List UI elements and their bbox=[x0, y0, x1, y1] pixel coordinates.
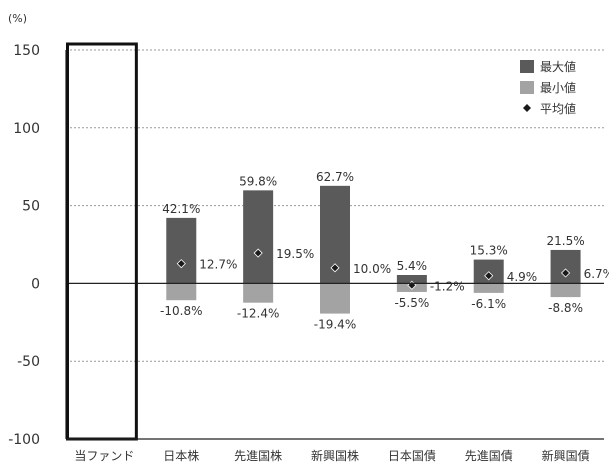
data-label-max: 59.8% bbox=[239, 174, 277, 188]
data-label-max: 62.7% bbox=[316, 170, 354, 184]
bar-min bbox=[243, 283, 274, 303]
y-tick-label: 50 bbox=[22, 199, 40, 215]
y-tick-label: -50 bbox=[17, 354, 40, 370]
legend-label-avg: 平均値 bbox=[540, 101, 576, 116]
data-label-avg: 4.9% bbox=[507, 270, 538, 284]
data-label-min: -19.4% bbox=[314, 318, 356, 332]
data-label-avg: -1.2% bbox=[430, 279, 465, 293]
data-label-avg: 19.5% bbox=[276, 247, 314, 261]
x-category-label: 日本株 bbox=[163, 448, 199, 463]
avg-marker bbox=[484, 271, 494, 281]
data-label-avg: 10.0% bbox=[353, 262, 391, 276]
avg-marker bbox=[330, 263, 340, 273]
x-category-label: 新興国債 bbox=[542, 448, 590, 463]
fund-highlight-rect bbox=[66, 42, 138, 441]
fund-highlight-box bbox=[66, 42, 138, 441]
x-category-label: 新興国株 bbox=[311, 448, 359, 463]
bar-max bbox=[166, 217, 197, 284]
data-label-min: -12.4% bbox=[237, 307, 279, 321]
data-label-max: 5.4% bbox=[397, 259, 428, 273]
legend-marker-avg bbox=[523, 104, 531, 112]
bar-min bbox=[320, 283, 350, 314]
data-label-avg: 6.7% bbox=[584, 267, 609, 281]
legend-swatch-max bbox=[520, 60, 534, 73]
y-axis: 150 100 50 0 -50 -100 bbox=[8, 43, 67, 448]
bar-max bbox=[396, 274, 427, 284]
data-label-avg: 12.7% bbox=[199, 258, 237, 272]
bars: 42.1% -10.8% 12.7% 59.8% -12.4% 19.5% 62.7% -19… bbox=[66, 170, 609, 332]
data-label-min: -5.5% bbox=[394, 296, 429, 310]
avg-marker bbox=[561, 268, 571, 278]
y-tick-label: -100 bbox=[8, 432, 40, 448]
data-label-min: -8.8% bbox=[548, 301, 583, 315]
avg-marker bbox=[253, 248, 263, 258]
legend-label-max: 最大値 bbox=[540, 59, 576, 74]
data-label-min: -10.8% bbox=[160, 304, 202, 318]
x-category-label: 先進国債 bbox=[465, 448, 513, 463]
x-category-label: 当ファンド bbox=[74, 449, 134, 463]
y-tick-label: 150 bbox=[13, 43, 40, 59]
x-category-label: 先進国株 bbox=[234, 448, 282, 463]
data-label-max: 15.3% bbox=[470, 244, 508, 258]
data-label-min: -6.1% bbox=[471, 297, 506, 311]
bar-max bbox=[550, 249, 581, 284]
data-label-max: 21.5% bbox=[547, 234, 585, 248]
avg-marker bbox=[176, 259, 186, 269]
bar-min bbox=[473, 283, 504, 293]
y-tick-label: 0 bbox=[31, 276, 40, 292]
y-tick-label: 100 bbox=[13, 121, 40, 137]
bar-min bbox=[166, 283, 197, 301]
legend-swatch-min bbox=[520, 81, 534, 94]
x-axis: 当ファンド 日本株 先進国株 新興国株 日本国債 先進国債 新興国債 bbox=[66, 438, 604, 463]
bar-max bbox=[243, 190, 274, 284]
x-category-label: 日本国債 bbox=[388, 448, 436, 463]
legend-label-min: 最小値 bbox=[540, 80, 576, 95]
y-axis-unit-label: (%) bbox=[8, 12, 27, 25]
data-label-max: 42.1% bbox=[162, 202, 200, 216]
bar-min bbox=[550, 283, 581, 298]
